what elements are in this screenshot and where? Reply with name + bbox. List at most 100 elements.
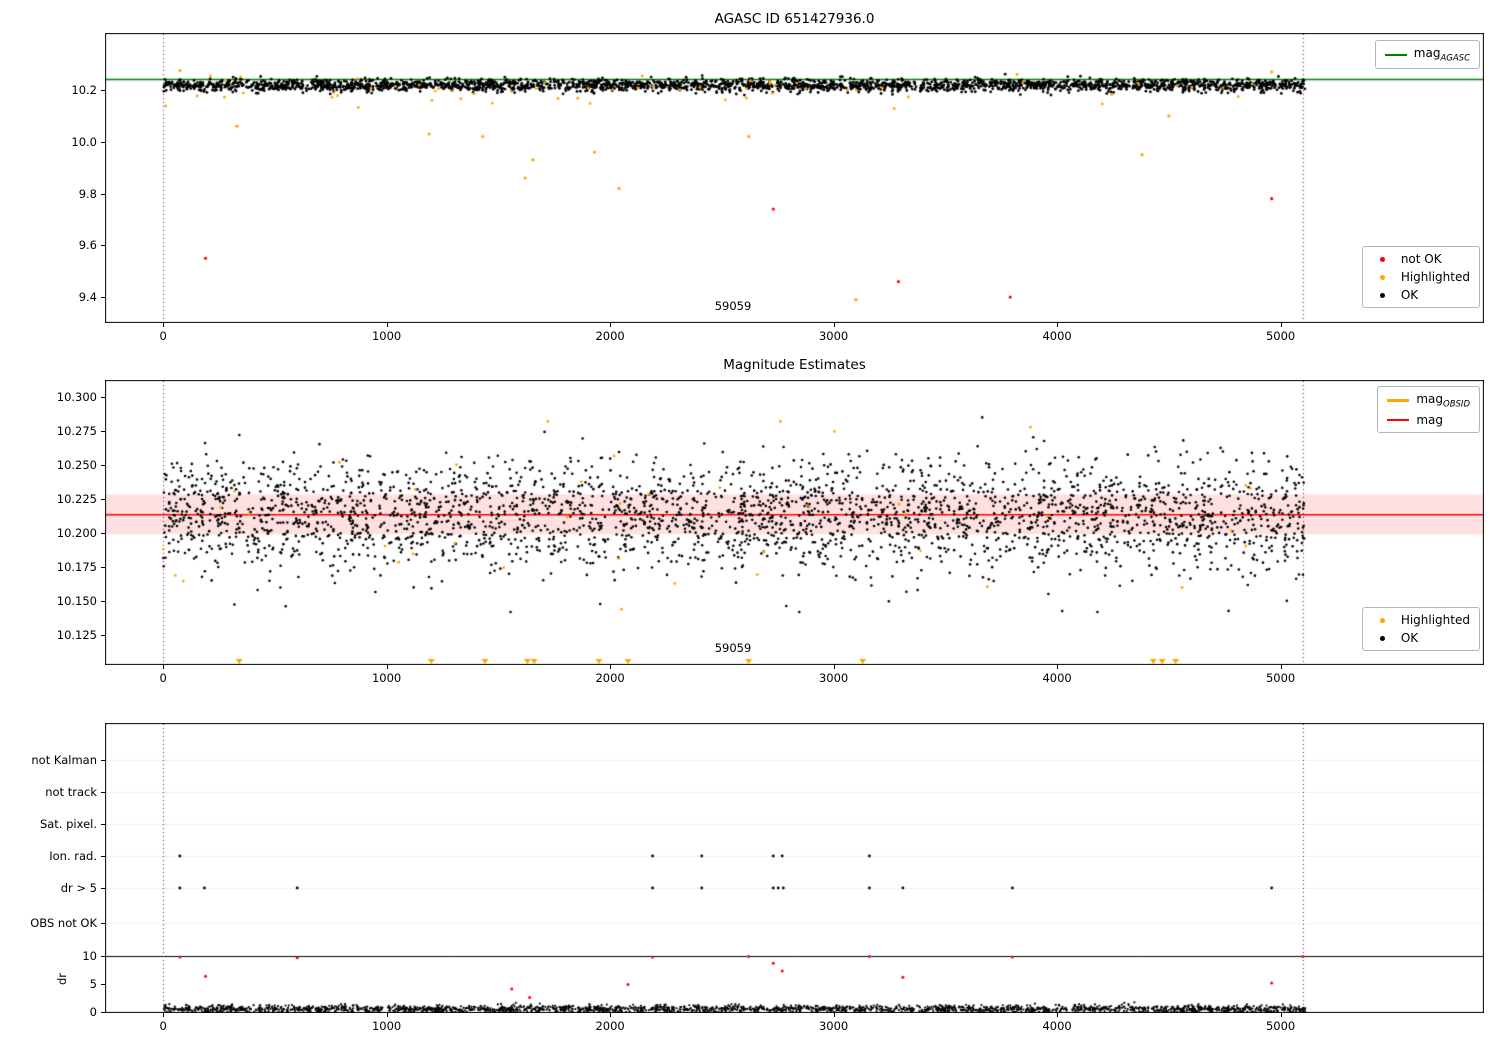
x-tick-mark [833,665,835,669]
x-tick-mark [163,323,165,327]
y-tick-mark [101,792,105,793]
legend-entry: OK [1372,288,1470,302]
magagasc-legend-marker [1384,53,1407,56]
x-tick-mark [1280,1013,1282,1017]
y-tick-label: 10.200 [56,526,97,541]
y-tick-mark [101,465,105,467]
y-tick-label: 10.275 [56,424,97,438]
legend-label: magAGASC [1413,46,1470,64]
x-tick-label: 0 [159,1019,167,1033]
x-tick-label: 1000 [371,329,402,343]
x-tick-mark [1057,323,1059,327]
agasc-points-legend: not OK Highlighted OK [1361,246,1480,308]
y-tick-mark [101,923,105,924]
not-ok-legend-marker [1379,256,1385,262]
y-tick-label: 10.300 [56,390,97,404]
y-tick-mark [101,567,105,569]
y-tick-label: 9.6 [78,238,97,253]
agasc-plot-canvas [105,33,1484,323]
legend-entry: magOBSID [1387,392,1470,409]
x-tick-mark [610,665,612,669]
x-tick-label: 4000 [1042,671,1072,685]
legend-label: Highlighted [1400,270,1470,284]
y-tick-mark [101,193,105,195]
magnitude-points-legend: Highlighted OK [1361,607,1480,651]
y-tick-mark [101,431,105,432]
y-tick-mark [101,856,105,857]
legend-label: Highlighted [1400,613,1470,627]
dr-tick-label: 0 [89,1005,97,1019]
magnitude-chart-title: Magnitude Estimates [723,357,866,373]
x-tick-mark [1057,665,1059,669]
magnitude-plot-canvas [105,380,1484,665]
ok-legend-marker [1379,635,1385,641]
x-tick-mark [386,1013,388,1017]
legend-entry: magAGASC [1384,46,1470,64]
x-tick-label: 5000 [1265,329,1296,343]
x-tick-mark [610,323,612,327]
flag-row-label: Ion. rad. [49,849,97,863]
legend-label: not OK [1400,252,1442,266]
obsid-annotation: 59059 [714,641,752,655]
legend-entry: Highlighted [1372,613,1470,627]
x-tick-mark [833,1013,835,1017]
x-tick-label: 3000 [818,1019,849,1033]
y-tick-mark [101,245,105,247]
flag-row-label: dr > 5 [60,881,97,895]
y-tick-mark [101,824,105,825]
y-tick-mark [101,297,105,299]
x-tick-label: 2000 [595,329,625,343]
y-tick-mark [101,1012,105,1013]
ok-legend-marker [1379,292,1385,298]
legend-entry: OK [1372,631,1470,645]
x-tick-label: 3000 [818,329,849,343]
legend-label: magOBSID [1416,392,1470,410]
flag-row-label: not Kalman [31,753,97,767]
x-tick-mark [1057,1013,1059,1017]
x-tick-mark [163,1013,165,1017]
x-tick-label: 0 [159,329,167,343]
flag-row-label: not track [45,785,97,799]
y-tick-label: 10.250 [56,458,97,473]
x-tick-mark [1280,665,1282,669]
y-tick-mark [101,89,105,91]
x-tick-mark [386,665,388,669]
x-tick-label: 0 [159,671,167,685]
magnitude-line-legend: magOBSID mag [1377,386,1480,434]
x-tick-label: 2000 [595,1019,625,1033]
y-tick-label: 10.125 [56,628,97,643]
x-tick-label: 5000 [1265,1019,1296,1033]
y-tick-mark [101,984,105,985]
flags-plot-canvas [105,723,1484,1013]
x-tick-label: 5000 [1265,671,1296,685]
obsid-annotation: 59059 [714,299,752,313]
x-tick-mark [163,665,165,669]
y-tick-label: 10.225 [56,492,97,507]
magobsid-legend-marker [1387,399,1410,403]
x-tick-label: 3000 [818,671,849,685]
y-tick-label: 10.0 [71,134,97,149]
x-tick-label: 4000 [1042,329,1072,343]
y-tick-mark [101,760,105,761]
highlighted-legend-marker [1379,617,1385,623]
agasc-chart-title: AGASC ID 651427936.0 [714,11,875,27]
y-tick-mark [101,888,105,889]
y-tick-mark [101,635,105,637]
legend-entry: mag [1387,413,1470,427]
y-tick-label: 10.2 [71,82,97,97]
y-tick-mark [101,533,105,535]
x-tick-mark [1280,323,1282,327]
x-tick-label: 4000 [1042,1019,1072,1033]
y-tick-mark [101,397,105,398]
y-tick-mark [101,601,105,603]
dr-tick-label: 5 [89,977,97,991]
y-tick-mark [101,956,105,957]
x-tick-label: 2000 [595,671,625,685]
y-tick-mark [101,141,105,143]
highlighted-legend-marker [1379,274,1385,280]
y-tick-mark [101,499,105,501]
legend-label: mag [1416,413,1444,428]
x-tick-mark [610,1013,612,1017]
agasc-line-legend: magAGASC [1374,40,1480,70]
